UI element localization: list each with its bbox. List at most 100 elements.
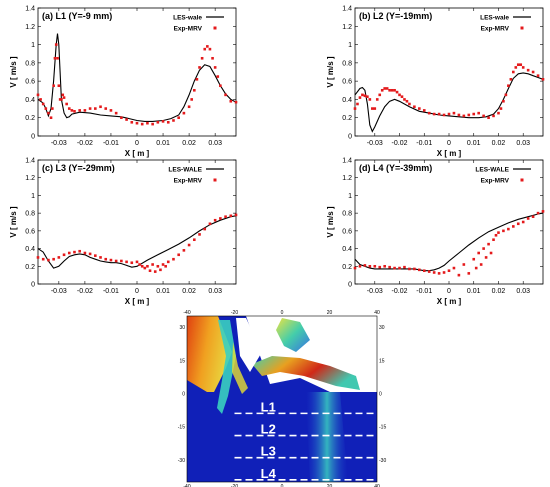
x-tick-label: -0.01 <box>416 140 432 147</box>
data-point <box>521 220 525 224</box>
y-tick-label: 0.8 <box>25 60 35 67</box>
data-point <box>41 257 45 261</box>
data-point <box>536 74 540 77</box>
cfd-x-tick-label-top: 20 <box>327 310 333 316</box>
data-point <box>368 98 372 101</box>
cfd-y-tick-label-right: 30 <box>379 325 385 331</box>
data-point <box>88 107 92 110</box>
data-point <box>467 272 471 275</box>
data-point <box>88 252 92 256</box>
data-point <box>54 43 58 46</box>
data-point <box>65 102 68 106</box>
data-point <box>135 121 139 125</box>
y-tick-label: 1.2 <box>25 175 35 182</box>
data-point <box>422 269 426 273</box>
data-point <box>380 88 384 92</box>
data-point <box>413 267 416 271</box>
data-point <box>509 78 513 81</box>
data-point <box>52 257 55 261</box>
data-point <box>53 56 57 60</box>
data-point <box>182 111 186 115</box>
data-point <box>151 122 154 126</box>
data-point <box>187 105 191 109</box>
legend-label: LES-WALE <box>475 167 509 174</box>
data-point <box>229 99 233 103</box>
data-point <box>120 116 123 120</box>
data-point <box>47 111 50 115</box>
data-point <box>497 231 500 234</box>
data-point <box>442 113 446 117</box>
data-point <box>51 107 54 110</box>
cfd-profile-label-l4: L4 <box>261 466 277 481</box>
data-point <box>219 217 222 220</box>
chart-panel-3: 0 0.2 0.4 0.6 0.8 1 1.2 1.4 -0.03 -0.02 -0.01 0 0.01… <box>9 158 238 306</box>
data-point <box>383 87 386 90</box>
data-point <box>487 242 490 246</box>
cfd-x-tick-label-bottom: -40 <box>183 484 190 487</box>
data-point <box>195 78 199 81</box>
cfd-x-tick-label-top: -20 <box>231 310 238 316</box>
y-tick-label: 0.8 <box>342 211 352 218</box>
data-point <box>499 107 503 110</box>
data-point <box>516 63 520 66</box>
y-tick-label: 1 <box>348 42 352 49</box>
data-point <box>492 114 495 118</box>
data-point <box>36 256 40 259</box>
data-point <box>477 111 480 115</box>
legend-label: LES-WALE <box>168 167 202 174</box>
cfd-y-tick-label-right: -15 <box>379 425 386 431</box>
cfd-x-tick-label-bottom: 0 <box>281 484 284 487</box>
legend-label: Exp-MRV <box>174 178 203 185</box>
data-point <box>541 210 545 213</box>
x-tick-label: -0.02 <box>392 288 408 295</box>
data-point <box>489 251 493 255</box>
x-axis-label: X [ m ] <box>125 149 150 158</box>
data-point <box>56 56 59 60</box>
data-point <box>514 66 518 69</box>
data-point <box>78 109 81 112</box>
y-tick-label: 0.2 <box>342 115 352 122</box>
data-point <box>172 119 175 122</box>
y-tick-label: 0.6 <box>25 228 35 235</box>
data-point <box>395 90 399 94</box>
data-point <box>462 263 466 266</box>
data-point <box>224 93 227 97</box>
cfd-frame <box>186 315 378 483</box>
data-point <box>73 110 76 113</box>
x-tick-label: -0.03 <box>51 288 67 295</box>
x-tick-label: -0.01 <box>416 288 432 295</box>
data-point <box>385 87 389 90</box>
data-point <box>437 272 441 275</box>
y-axis-label: V [ m/s ] <box>326 206 335 237</box>
cfd-x-tick-label-bottom: 20 <box>327 484 333 487</box>
legend-marker-swatch <box>213 26 217 30</box>
x-tick-label: 0.01 <box>156 288 170 295</box>
data-point <box>398 93 401 97</box>
data-point <box>161 263 165 266</box>
cfd-x-tick-label-bottom: 40 <box>374 484 380 487</box>
data-point <box>526 68 530 72</box>
data-point <box>474 266 478 270</box>
data-point <box>166 260 170 264</box>
cfd-y-tick-label-left: 0 <box>182 391 185 397</box>
x-tick-label: 0 <box>135 140 139 147</box>
data-point <box>403 98 406 101</box>
data-point <box>140 264 144 268</box>
data-point <box>211 56 214 60</box>
data-point <box>229 214 233 218</box>
data-point <box>432 112 436 116</box>
data-point <box>200 56 204 60</box>
data-point <box>83 251 87 255</box>
y-tick-label: 1.4 <box>25 6 35 13</box>
data-point <box>177 116 180 120</box>
x-tick-label: -0.02 <box>77 288 93 295</box>
y-tick-label: 0.8 <box>25 211 35 218</box>
plot-frame <box>354 159 544 285</box>
cfd-x-tick-label-top: 0 <box>281 310 284 316</box>
data-point <box>507 84 510 88</box>
data-point <box>378 93 382 97</box>
data-point <box>484 256 488 259</box>
chart-panel-4: 0 0.2 0.4 0.6 0.8 1 1.2 1.4 -0.03 -0.02 -0.01 0 0.01… <box>326 158 545 306</box>
data-point <box>400 95 404 98</box>
data-point <box>356 102 359 106</box>
